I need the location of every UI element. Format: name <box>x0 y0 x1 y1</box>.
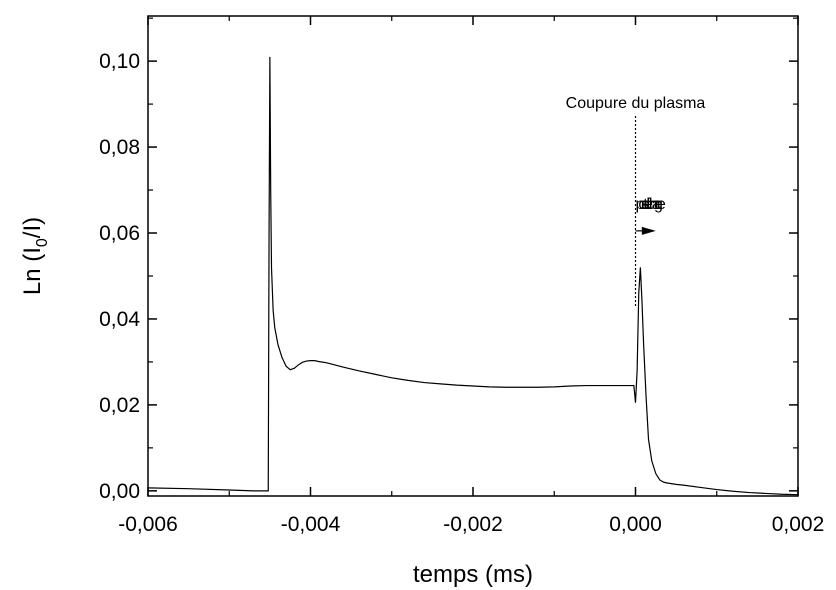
x-tick-label: -0,002 <box>443 513 503 536</box>
series-line <box>147 56 799 496</box>
tick-labels: -0,006 -0,004 -0,002 0,000 0,002 0,00 0,02 0,04… <box>99 50 824 536</box>
y-tick-label: 0,06 <box>99 222 140 245</box>
post-discharge-arrow-head <box>641 226 656 235</box>
x-tick-label: 0,002 <box>772 513 825 536</box>
ticks <box>147 16 799 496</box>
y-axis-title: Ln (I0/I) <box>19 217 51 295</box>
y-axis-title-subscript: 0 <box>34 238 51 247</box>
plot-frame <box>147 15 799 497</box>
x-tick-label: 0,000 <box>609 513 662 536</box>
x-tick-label: -0,006 <box>118 513 178 536</box>
y-axis-title-main: Ln (I <box>19 247 46 295</box>
plasma-cut-label: Coupure du plasma <box>566 95 706 112</box>
post-discharge-label: post-décharge <box>636 196 666 213</box>
x-tick-label: -0,004 <box>281 513 341 536</box>
y-tick-label: 0,04 <box>99 308 140 331</box>
y-tick-label: 0,02 <box>99 394 140 417</box>
y-tick-label: 0,08 <box>99 136 140 159</box>
y-axis-title-tail: /I) <box>19 217 46 238</box>
x-axis-title: temps (ms) <box>413 561 533 588</box>
y-tick-label: 0,00 <box>99 480 140 503</box>
y-tick-label: 0,10 <box>99 50 140 73</box>
